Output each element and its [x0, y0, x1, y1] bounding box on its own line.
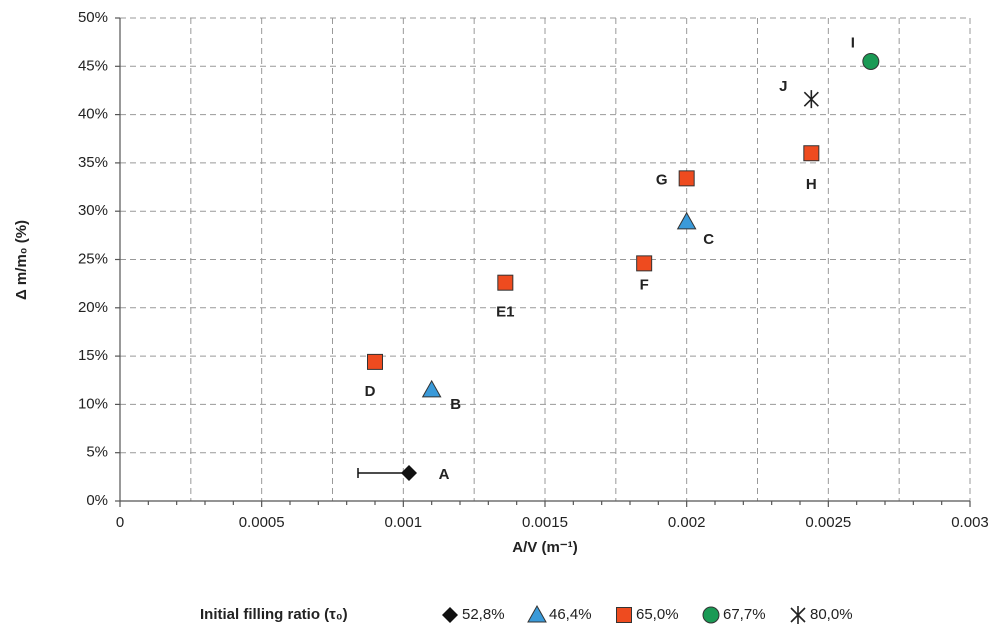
x-axis-title: A/V (m⁻¹)	[512, 539, 577, 556]
marker-triangle	[527, 604, 547, 623]
x-tick-label: 0.0025	[805, 514, 851, 531]
x-tick-label: 0.0015	[522, 514, 568, 531]
point-label: I	[851, 34, 855, 51]
marker-square	[678, 170, 695, 187]
x-tick-label: 0.003	[951, 514, 989, 531]
marker-square	[497, 274, 514, 291]
legend-label: 65,0%	[636, 606, 679, 623]
point-label: A	[439, 466, 450, 483]
error-bar	[357, 467, 409, 478]
point-label: G	[656, 171, 668, 188]
point-label: E1	[496, 304, 514, 321]
y-tick-label: 25%	[78, 250, 108, 267]
marker-square	[367, 353, 383, 370]
y-tick-label: 35%	[78, 154, 108, 171]
legend-label: 46,4%	[549, 606, 592, 623]
y-tick-label: 40%	[78, 106, 108, 123]
x-tick-label: 0.0005	[239, 514, 285, 531]
marker-asterisk	[790, 606, 806, 624]
legend-label: 67,7%	[723, 606, 766, 623]
marker-asterisk	[803, 90, 819, 109]
legend-label: 52,8%	[462, 606, 505, 623]
point-label: H	[806, 176, 817, 193]
y-tick-label: 50%	[78, 9, 108, 26]
point-label: F	[640, 276, 649, 293]
x-tick-label: 0	[116, 514, 124, 531]
legend-title: Initial filling ratio (τ₀)	[200, 606, 348, 623]
point-label: B	[450, 396, 461, 413]
x-tick-label: 0.002	[668, 514, 706, 531]
marker-triangle	[421, 379, 442, 398]
y-tick-label: 45%	[78, 57, 108, 74]
point-label: J	[779, 78, 787, 95]
marker-square	[616, 607, 632, 623]
marker-square	[636, 255, 653, 272]
legend-label: 80,0%	[810, 606, 853, 623]
y-tick-label: 15%	[78, 347, 108, 364]
marker-diamond	[401, 464, 417, 481]
y-tick-label: 30%	[78, 202, 108, 219]
marker-circle	[862, 52, 880, 70]
marker-diamond	[442, 607, 458, 623]
y-axis-title: Δ m/m₀ (%)	[13, 220, 30, 300]
y-tick-label: 10%	[78, 395, 108, 412]
marker-circle	[702, 606, 720, 624]
x-tick-label: 0.001	[385, 514, 423, 531]
point-label: C	[703, 231, 714, 248]
y-tick-label: 20%	[78, 299, 108, 316]
y-tick-label: 0%	[86, 492, 108, 509]
marker-square	[803, 145, 820, 162]
y-tick-label: 5%	[86, 444, 108, 461]
marker-triangle	[676, 211, 697, 230]
point-label: D	[365, 383, 376, 400]
